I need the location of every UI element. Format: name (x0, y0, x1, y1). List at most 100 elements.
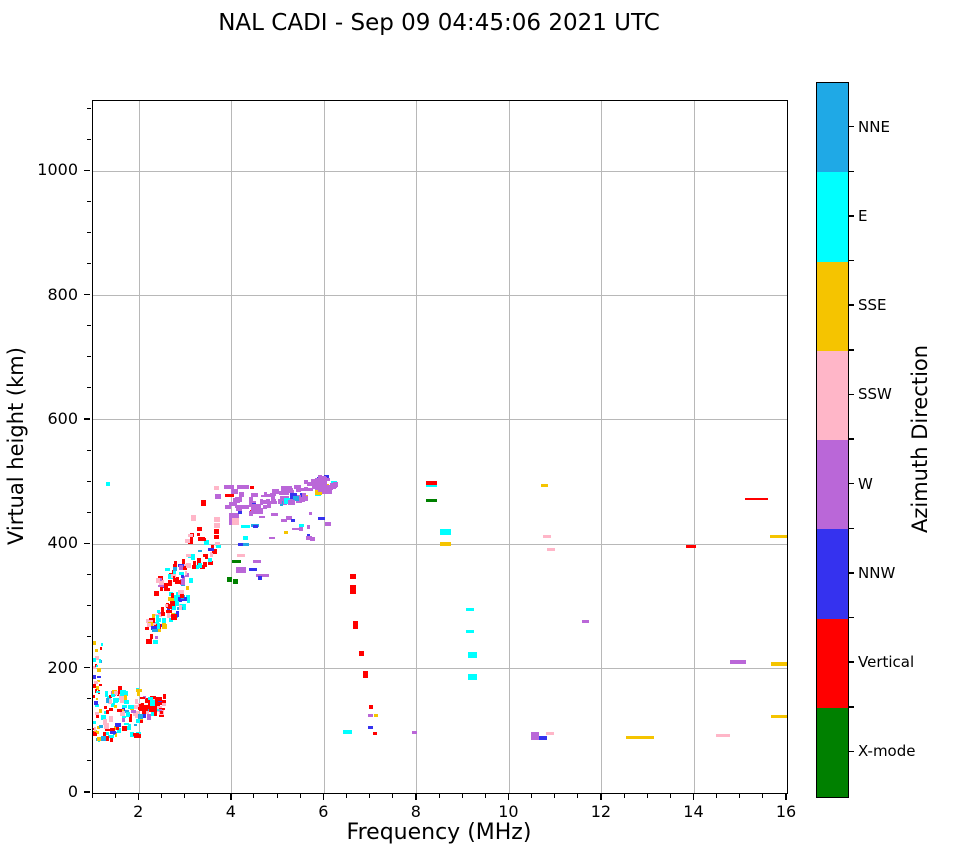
colorbar-category-label: NNE (858, 117, 890, 136)
gridline (323, 101, 325, 793)
echo-point-w-cloud-main (320, 487, 327, 494)
y-minor-tick (87, 263, 91, 265)
echo-point (730, 659, 747, 664)
x-tick (415, 794, 417, 800)
echo-point-f-trace-upper (168, 574, 174, 580)
echo-point-f-trace-lower (167, 613, 171, 619)
echo-point-es-layer-main (119, 710, 125, 716)
y-minor-tick (87, 573, 91, 575)
echo-point (213, 516, 220, 522)
echo-point (374, 713, 379, 717)
colorbar-category-label: SSE (858, 296, 887, 315)
echo-point (196, 526, 202, 531)
echo-point-f-trace-lower (159, 614, 163, 618)
y-minor-tick (87, 200, 91, 202)
echo-point-f-trace-outliers (201, 499, 207, 506)
echo-point-es-layer-red-core (147, 713, 152, 720)
echo-point (412, 731, 418, 735)
echo-point-f-trace-upper (202, 554, 206, 558)
gridline (138, 101, 140, 793)
echo-point (237, 504, 250, 509)
echo-point-w-cloud-main (256, 504, 262, 510)
echo-point (358, 650, 364, 656)
echo-point-es-layer-main (115, 732, 118, 737)
echo-point-es-layer-main (121, 715, 126, 718)
echo-point-w-cloud-main (260, 495, 267, 498)
echo-point (426, 485, 438, 488)
x-minor-tick (276, 794, 278, 798)
echo-point-w-cloud-main (303, 496, 308, 502)
x-minor-tick (345, 794, 347, 798)
x-minor-tick (253, 794, 255, 798)
echo-point-es-layer-main (108, 719, 113, 723)
y-minor-tick (87, 698, 91, 700)
echo-point-f-trace-lower (144, 627, 149, 631)
echo-point-f-trace-lower (179, 603, 186, 610)
echo-point-w-cloud-below-sparse (253, 525, 259, 529)
colorbar-tick (849, 393, 854, 396)
echo-point-w-cloud-main (304, 480, 309, 485)
colorbar-tick (849, 661, 854, 663)
echo-point-left-edge-column (93, 658, 97, 663)
echo-point-es-layer-red-core (150, 700, 156, 707)
x-minor-tick (392, 794, 394, 798)
echo-point-w-band-upper-sparse (228, 502, 237, 507)
echo-point-es-layer-main (115, 722, 122, 727)
x-minor-tick (91, 794, 93, 798)
x-minor-tick (184, 794, 186, 798)
x-tick (785, 794, 787, 800)
x-tick-label: 4 (225, 802, 236, 821)
echo-point-es-layer-main (128, 716, 132, 723)
x-minor-tick (554, 794, 556, 798)
colorbar-segment-E (817, 172, 848, 262)
y-tick (84, 542, 90, 545)
echo-point-left-edge-column (98, 708, 102, 713)
echo-point-es-layer-main (103, 706, 107, 710)
echo-point-es-layer-main (134, 733, 138, 738)
echo-point (363, 671, 369, 679)
echo-point-f-trace-lower (151, 626, 158, 631)
echo-point-w-cloud-below-sparse (298, 524, 304, 528)
echo-point-w-cloud-main (288, 486, 293, 493)
echo-point-es-layer-red-core (156, 696, 163, 701)
echo-point-w-cloud-main (271, 489, 279, 495)
echo-point-w-cloud-below-sparse (237, 510, 242, 514)
echo-point-w-cloud-below-sparse (259, 516, 266, 519)
echo-point-f-trace-lower (160, 611, 165, 616)
echo-point-w-cloud-below-sparse (283, 530, 288, 534)
echo-point-w-cloud-below-sparse (270, 513, 278, 517)
x-tick-label: 16 (775, 802, 797, 821)
y-minor-tick (87, 729, 91, 731)
echo-point (769, 534, 787, 538)
echo-point-es-layer-red-core (137, 703, 141, 708)
echo-point-f-trace-upper (211, 545, 215, 550)
echo-point-w-cloud-main (318, 475, 323, 481)
echo-point-es-layer-main (132, 704, 138, 709)
echo-point-w-cloud-below-sparse (306, 524, 310, 529)
echo-point-es-layer-red-core (143, 711, 149, 715)
echo-point-es-layer-red-core (148, 708, 154, 712)
x-tick (507, 794, 510, 800)
y-minor-tick (87, 231, 91, 233)
echo-point (353, 621, 359, 630)
echo-point-f-trace-upper (184, 571, 187, 576)
echo-point-w-band-upper-sparse (238, 491, 244, 497)
echo-point-f-trace-upper (193, 561, 197, 566)
echo-point-f-trace-lower (188, 578, 193, 584)
colorbar-boundary-tick (849, 616, 854, 619)
y-minor-tick (87, 636, 91, 638)
gridline (231, 101, 233, 793)
x-minor-tick (623, 794, 625, 798)
echo-point (546, 731, 555, 735)
y-tick (84, 666, 90, 669)
echo-point-w-cloud-main (314, 477, 321, 483)
echo-point-es-layer-main (112, 698, 119, 703)
colorbar-category-label: E (858, 206, 868, 225)
echo-point-es-layer-main (106, 697, 110, 703)
echo-point (530, 731, 539, 740)
echo-point-w-cloud-below-sparse (298, 526, 303, 531)
x-tick (230, 794, 232, 800)
echo-point (232, 517, 239, 525)
gridline (693, 101, 695, 793)
